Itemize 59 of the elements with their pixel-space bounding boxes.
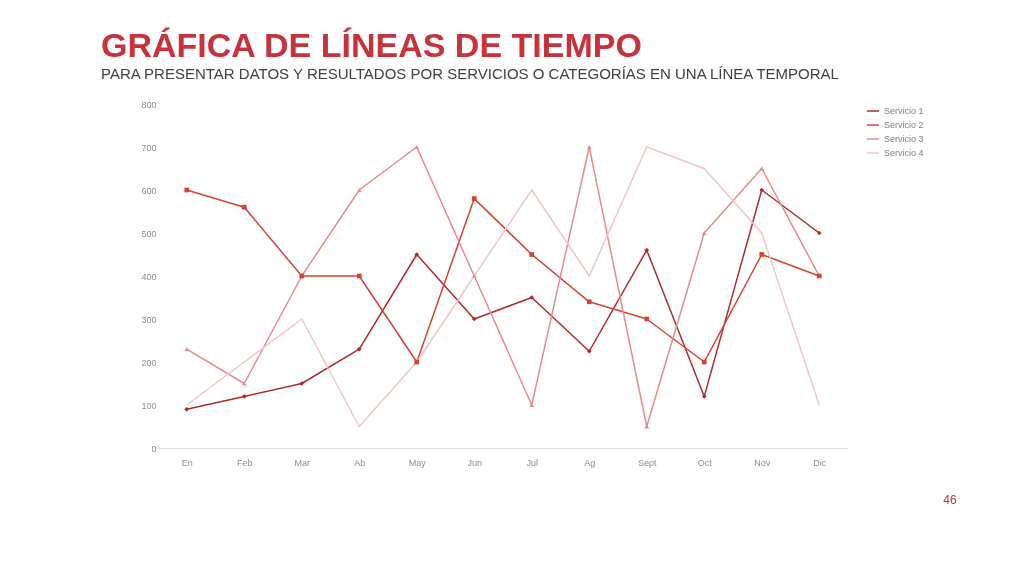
point	[184, 347, 190, 352]
x-tick-label: En	[181, 457, 193, 468]
x-tick-label: Oct	[697, 457, 713, 468]
y-tick-label: 100	[141, 400, 157, 411]
x-tick-label: Sept	[637, 457, 658, 468]
x-tick-label: Mar	[294, 457, 310, 468]
point	[356, 187, 362, 193]
x-tick-label: Ag	[584, 457, 596, 468]
x-tick-label: Jul	[526, 457, 539, 468]
x-tick-label: Ab	[354, 457, 366, 468]
legend-label: Servicio 2	[884, 120, 924, 130]
legend-label: Servicio 3	[884, 134, 924, 144]
y-tick-label: 300	[141, 314, 157, 325]
point	[241, 381, 247, 386]
y-tick-label: 500	[141, 228, 157, 239]
point	[701, 230, 707, 236]
y-tick-label: 800	[141, 99, 157, 110]
chart-subtitle: PARA PRESENTAR DATOS Y RESULTADOS POR SERVICIOS O CATEGORÍAS EN UNA LÍNEA TEMPORAL	[100, 65, 839, 82]
point	[759, 187, 765, 193]
text: 46	[943, 493, 957, 507]
point	[759, 166, 765, 171]
x-tick-label: Dic	[813, 457, 827, 468]
point	[644, 424, 650, 429]
point	[471, 316, 477, 322]
point	[586, 144, 592, 150]
y-tick-label: 700	[141, 142, 157, 153]
y-tick-label: 0	[151, 443, 157, 454]
point	[184, 406, 190, 412]
point	[356, 346, 362, 352]
point	[184, 187, 190, 193]
point	[241, 204, 247, 210]
point	[644, 316, 650, 322]
point	[414, 144, 420, 150]
point	[356, 273, 362, 279]
legend-label: Servicio 4	[884, 148, 924, 158]
point	[529, 295, 535, 300]
point	[759, 252, 765, 257]
point	[529, 252, 535, 257]
point	[414, 359, 420, 365]
point	[471, 273, 477, 279]
x-tick-label: Feb	[236, 457, 253, 468]
legend-label: Servicio 1	[884, 106, 924, 116]
y-tick-label: 200	[141, 357, 157, 368]
point	[299, 381, 305, 386]
point	[241, 394, 247, 399]
point	[644, 247, 650, 253]
y-tick-label: 600	[141, 185, 157, 196]
point	[816, 230, 822, 236]
x-tick-label: May	[408, 457, 427, 468]
point	[586, 299, 592, 305]
point	[701, 394, 707, 399]
point	[701, 359, 707, 365]
point	[471, 196, 477, 201]
chart-title: GRÁFICA DE LÍNEAS DE TIEMPO	[100, 26, 642, 64]
point	[586, 348, 592, 354]
x-tick-label: Nov	[754, 457, 771, 468]
y-tick-label: 400	[141, 271, 157, 282]
point	[414, 252, 420, 257]
x-tick-label: Jun	[467, 457, 483, 468]
